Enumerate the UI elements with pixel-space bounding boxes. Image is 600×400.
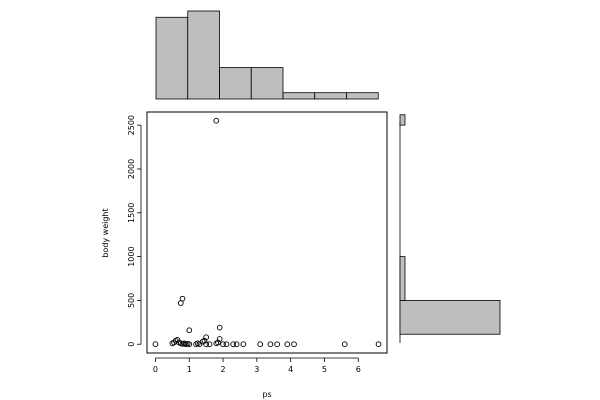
data-point — [213, 117, 220, 124]
x-tick-label: 3 — [254, 365, 259, 374]
y-tick-label: 2500 — [127, 115, 136, 135]
data-point — [274, 341, 280, 348]
data-point — [152, 341, 159, 348]
data-point — [267, 341, 274, 348]
x-tick-label: 5 — [322, 365, 327, 374]
x-axis: 0 1 2 3 4 5 6 — [153, 357, 361, 374]
data-point — [220, 341, 226, 348]
y-tick-label: 1000 — [127, 246, 136, 266]
histogram-bar — [187, 10, 220, 100]
data-point — [186, 341, 193, 348]
data-point — [186, 327, 193, 334]
data-point — [240, 341, 247, 348]
y-tick-label: 0 — [127, 342, 136, 347]
x-tick-label: 2 — [221, 365, 226, 374]
x-tick-label: 6 — [356, 365, 361, 374]
data-point — [216, 336, 223, 342]
y-tick-label: 1500 — [127, 203, 136, 223]
data-point — [257, 341, 264, 348]
scatter-plot: 0 1 2 3 4 5 6 0 500 1000 1500 2000 2500 ps body wei… — [101, 111, 388, 399]
data-point — [201, 337, 208, 344]
data-point — [284, 341, 291, 348]
y-axis-title: body weight — [101, 208, 110, 257]
data-point — [233, 341, 240, 348]
data-point — [203, 334, 210, 341]
x-tick-label: 0 — [153, 365, 158, 374]
data-point — [375, 341, 382, 348]
top-histogram — [155, 10, 379, 100]
scatter-points — [152, 117, 382, 348]
plot-frame — [146, 111, 388, 354]
right-histogram — [399, 114, 501, 343]
data-point — [206, 341, 213, 348]
histogram-bar — [346, 92, 379, 100]
data-point — [341, 341, 348, 348]
x-tick-label: 1 — [187, 365, 192, 374]
histogram-bar — [155, 16, 189, 100]
histogram-bar — [282, 92, 316, 100]
y-axis: 0 500 1000 1500 2000 2500 — [127, 115, 142, 347]
x-tick-label: 4 — [288, 365, 293, 374]
data-point — [216, 324, 223, 331]
y-tick-label: 500 — [127, 293, 136, 308]
histogram-bar — [399, 300, 501, 335]
data-point — [203, 341, 210, 348]
data-point — [215, 339, 221, 346]
histogram-bar — [399, 114, 406, 126]
y-tick-label: 2000 — [127, 159, 136, 179]
histogram-bar — [399, 256, 406, 301]
data-point — [179, 295, 186, 302]
data-point — [223, 341, 230, 348]
data-point — [291, 341, 297, 348]
histogram-bar — [314, 92, 347, 100]
x-axis-title: ps — [262, 390, 271, 399]
histogram-bar — [219, 67, 252, 100]
data-point — [230, 341, 237, 348]
histogram-bar — [250, 67, 284, 100]
